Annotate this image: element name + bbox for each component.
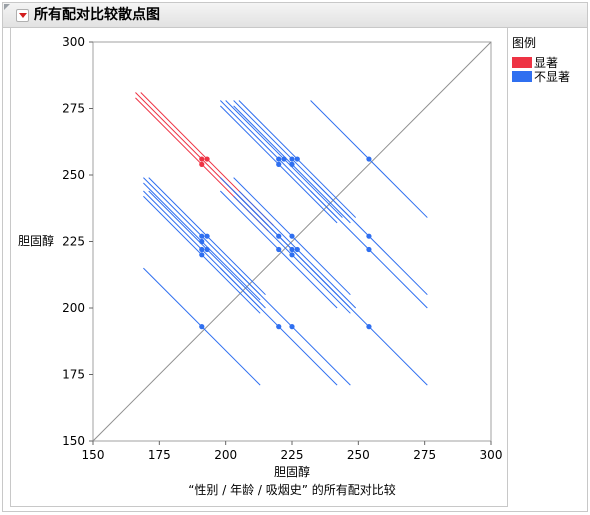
data-point-significant[interactable] (199, 156, 205, 162)
legend-swatch-significant (512, 56, 532, 68)
data-point[interactable] (289, 324, 295, 330)
data-point[interactable] (204, 246, 210, 253)
data-point[interactable] (289, 156, 295, 162)
y-axis-label: 胆固醇 (18, 233, 54, 248)
data-point[interactable] (366, 156, 372, 162)
x-tick-label: 150 (82, 448, 105, 462)
data-point[interactable] (289, 252, 295, 258)
comparison-segments (135, 92, 428, 386)
y-tick-label: 150 (62, 434, 85, 448)
legend-title: 图例 (512, 36, 537, 50)
y-tick-label: 275 (62, 102, 85, 116)
data-point[interactable] (199, 233, 205, 239)
y-tick-label: 300 (62, 35, 85, 49)
x-tick-label: 250 (347, 448, 370, 462)
x-tick-label: 300 (480, 448, 503, 462)
legend-label-not-significant: 不显著 (534, 69, 571, 84)
data-point[interactable] (294, 246, 300, 253)
legend-item-not-significant[interactable]: 不显著 (512, 69, 571, 84)
red-triangle-menu-button[interactable] (16, 9, 29, 22)
data-point[interactable] (199, 252, 205, 258)
data-point-significant[interactable] (199, 161, 205, 167)
y-tick-label: 225 (62, 235, 85, 249)
data-point[interactable] (366, 246, 372, 253)
data-point[interactable] (289, 246, 295, 253)
data-point[interactable] (199, 246, 205, 253)
data-point[interactable] (366, 324, 372, 330)
x-tick-label: 225 (281, 448, 304, 462)
data-point[interactable] (199, 238, 205, 245)
data-point[interactable] (289, 161, 295, 167)
outline-header: 所有配对比较散点图 (3, 3, 587, 28)
x-axis-footnote: “性别 / 年龄 / 吸烟史” 的所有配对比较 (188, 482, 396, 497)
data-point[interactable] (199, 324, 205, 330)
legend-swatch-not-significant (512, 70, 532, 82)
legend: 图例 显著 不显著 (512, 36, 571, 84)
outline-title[interactable]: 所有配对比较散点图 (34, 7, 160, 23)
data-point[interactable] (281, 156, 287, 162)
data-point[interactable] (276, 161, 282, 167)
x-axis: 150 175 200 225 250 275 300 (82, 441, 503, 462)
data-point[interactable] (276, 246, 282, 253)
data-point[interactable] (204, 233, 210, 239)
legend-label-significant: 显著 (534, 55, 559, 70)
y-tick-label: 200 (62, 301, 85, 315)
x-tick-label: 175 (148, 448, 171, 462)
legend-item-significant[interactable]: 显著 (512, 55, 570, 70)
data-point[interactable] (366, 233, 372, 239)
x-axis-label: 胆固醇 (274, 464, 310, 479)
data-point-significant[interactable] (204, 156, 210, 162)
y-tick-label: 175 (62, 368, 85, 382)
data-point[interactable] (289, 233, 295, 239)
x-tick-label: 200 (214, 448, 237, 462)
data-point[interactable] (276, 233, 282, 239)
y-tick-label: 250 (62, 168, 85, 182)
red-triangle-icon (19, 13, 27, 18)
data-points (199, 156, 372, 330)
y-axis: 150 175 200 225 250 275 300 (62, 35, 93, 448)
resize-corner-icon[interactable] (4, 4, 10, 10)
data-point[interactable] (276, 324, 282, 330)
x-tick-label: 275 (413, 448, 436, 462)
identity-diagonal-line (92, 41, 492, 442)
data-point[interactable] (276, 156, 282, 162)
data-point[interactable] (294, 156, 300, 162)
